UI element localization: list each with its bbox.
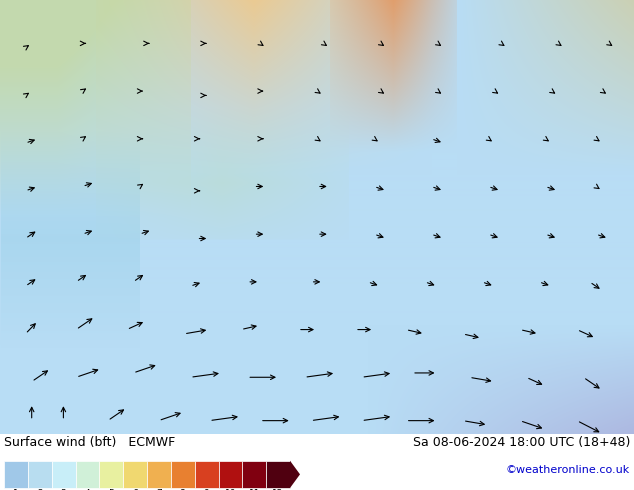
Text: 2: 2 [37, 489, 42, 490]
Text: Surface wind (bft)   ECMWF: Surface wind (bft) ECMWF [4, 436, 175, 449]
Bar [266, 461, 290, 488]
Text: 12: 12 [273, 489, 284, 490]
Bar [147, 461, 171, 488]
Bar [195, 461, 219, 488]
Bar [51, 461, 75, 488]
Bar [242, 461, 266, 488]
Text: ©weatheronline.co.uk: ©weatheronline.co.uk [506, 466, 630, 475]
Bar [219, 461, 242, 488]
Text: Sa 08-06-2024 18:00 UTC (18+48): Sa 08-06-2024 18:00 UTC (18+48) [413, 436, 630, 449]
Text: 6: 6 [133, 489, 138, 490]
Bar [75, 461, 100, 488]
Polygon shape [290, 461, 300, 488]
Text: 10: 10 [224, 489, 236, 490]
Bar [4, 461, 28, 488]
Bar [123, 461, 147, 488]
Bar [171, 461, 195, 488]
Text: 3: 3 [61, 489, 67, 490]
Text: 9: 9 [204, 489, 209, 490]
Bar [28, 461, 51, 488]
Text: 5: 5 [108, 489, 114, 490]
Text: 1: 1 [13, 489, 19, 490]
Text: 8: 8 [180, 489, 186, 490]
Bar [100, 461, 123, 488]
Text: 4: 4 [84, 489, 90, 490]
Text: 11: 11 [249, 489, 260, 490]
Text: 7: 7 [156, 489, 162, 490]
